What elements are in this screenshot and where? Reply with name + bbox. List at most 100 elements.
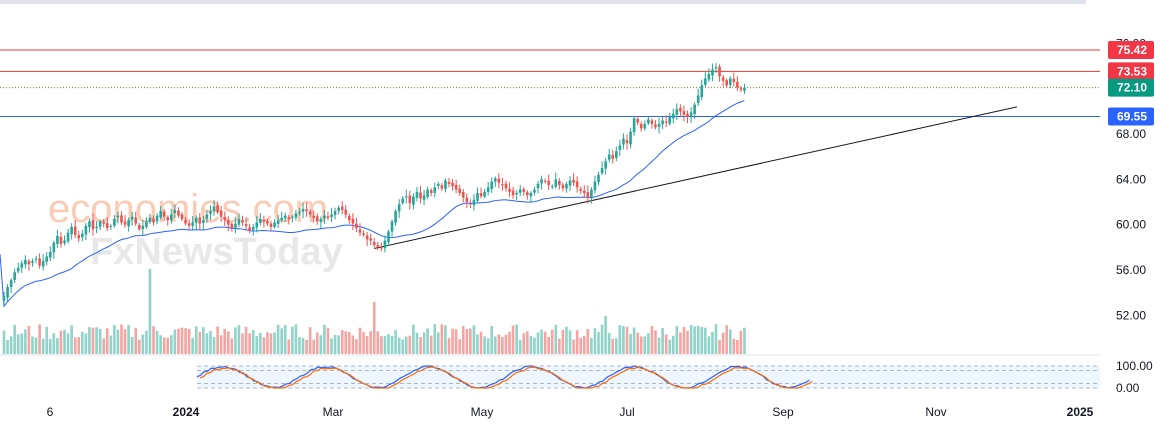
candle-body — [426, 189, 429, 197]
volume-bar — [401, 339, 405, 354]
candle-body — [330, 214, 333, 218]
candle-body — [490, 181, 494, 189]
volume-bar — [63, 329, 66, 354]
candle-body — [582, 190, 586, 193]
volume-bar — [508, 331, 511, 354]
trendline-line — [374, 106, 1018, 249]
candle-body — [565, 183, 568, 189]
candle-body — [476, 192, 479, 201]
volume-bar — [159, 335, 162, 354]
candle-body — [639, 123, 643, 129]
price-tag-75.42 — [1108, 40, 1154, 59]
y-tick-64.00: 64.00 — [1116, 172, 1146, 186]
volume-bar — [262, 337, 266, 354]
candle-body — [412, 196, 415, 205]
volume-bar — [315, 332, 319, 354]
candle-body — [84, 225, 88, 235]
candle-body — [77, 235, 81, 239]
volume-bar — [280, 328, 283, 354]
candle-body — [543, 180, 547, 182]
volume-bar — [629, 333, 632, 354]
volume-bar — [34, 337, 38, 354]
stochastic-band — [197, 366, 1109, 388]
candle-body — [266, 221, 269, 224]
volume-bar — [120, 324, 123, 354]
y-tick-68.00: 68.00 — [1116, 127, 1146, 141]
time-axis[interactable]: 6 2024 Mar May Jul Sep Nov 2025 — [47, 405, 1094, 419]
candle-body — [287, 217, 291, 220]
volume-bar — [248, 333, 251, 354]
candle-body — [162, 211, 166, 217]
volume-bar — [607, 333, 611, 354]
volume-bar — [198, 331, 202, 354]
volume-bar — [45, 326, 49, 354]
candle-body — [508, 188, 511, 192]
volume-bar — [38, 324, 41, 354]
volume-bar — [230, 338, 234, 354]
candle-body — [704, 78, 707, 85]
candle-body — [376, 245, 380, 248]
volume-bar — [369, 331, 372, 354]
candle-body — [568, 180, 572, 186]
volume-bar — [2, 330, 6, 354]
volume-bar — [465, 329, 469, 354]
candle-body — [440, 185, 444, 189]
candle-body — [194, 217, 198, 223]
volume-bar — [501, 336, 504, 354]
price-levels — [0, 49, 1100, 117]
volume-bar — [618, 325, 622, 354]
volume-bar — [561, 329, 565, 354]
candle-body — [707, 73, 711, 80]
volume-bar — [344, 331, 348, 354]
volume-bar — [693, 326, 696, 354]
volume-bars — [2, 269, 746, 354]
trendline[interactable] — [374, 106, 1018, 249]
stoch-tick-100.00: 100.00 — [1116, 359, 1153, 373]
moving-average-line — [0, 100, 745, 308]
moving-average — [0, 100, 745, 308]
volume-bar — [287, 339, 291, 354]
volume-bar — [365, 336, 369, 354]
volume-bar — [216, 326, 219, 354]
candle-body — [618, 145, 622, 150]
candle-body — [326, 216, 330, 218]
volume-bar — [66, 333, 70, 354]
candle-body — [472, 199, 476, 206]
volume-bar — [234, 327, 237, 354]
candle-body — [234, 223, 237, 229]
price-tag-72.10 — [1108, 78, 1154, 97]
candle-body — [113, 219, 116, 226]
candle-body — [116, 215, 120, 218]
candle-body — [711, 69, 714, 76]
x-tick-2025: 2025 — [1067, 405, 1094, 419]
candle-body — [679, 107, 682, 112]
candle-body — [351, 218, 355, 224]
candle-body — [689, 112, 693, 117]
candle-body — [380, 247, 383, 249]
candle-body — [159, 211, 162, 218]
volume-bar — [48, 338, 52, 354]
volume-bar — [739, 330, 743, 354]
candle-body — [743, 87, 746, 91]
volume-bar — [137, 339, 141, 354]
volume-bar — [241, 333, 244, 354]
volume-bar — [155, 330, 159, 354]
volume-bar — [387, 334, 390, 354]
candle-body — [120, 215, 123, 223]
volume-bar — [540, 329, 543, 354]
candle-body — [732, 78, 736, 82]
volume-bar — [454, 329, 458, 354]
candle-body — [622, 138, 625, 145]
candle-body — [91, 220, 95, 230]
candle-body — [198, 217, 202, 224]
candle-body — [212, 206, 216, 211]
candle-body — [315, 216, 319, 222]
volume-bar — [686, 330, 689, 354]
volume-bar — [348, 332, 351, 354]
volume-bar — [586, 328, 590, 354]
stochastic-k-line — [196, 365, 810, 389]
candle-body — [362, 233, 365, 235]
volume-bar — [622, 326, 625, 354]
candle-body — [586, 192, 590, 198]
